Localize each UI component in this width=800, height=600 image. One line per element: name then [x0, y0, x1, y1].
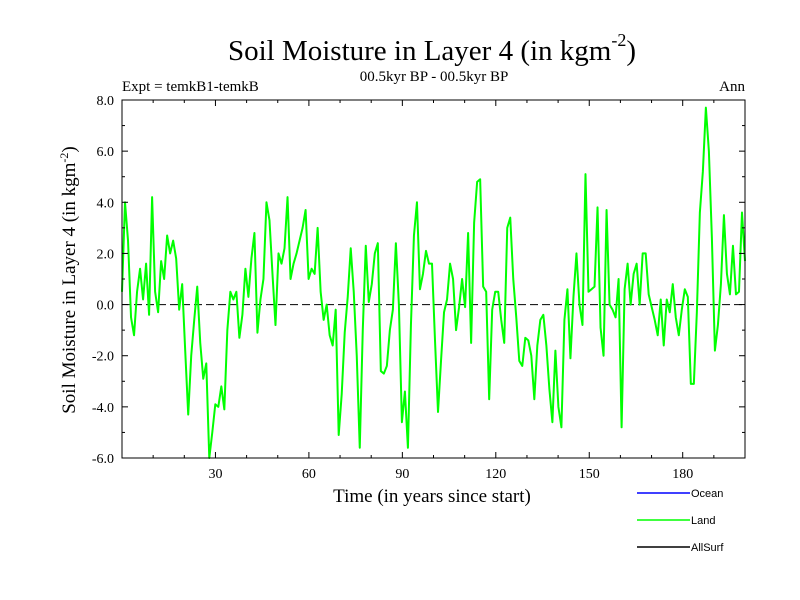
y-tick-label: 4.0	[97, 196, 115, 211]
x-tick-label: 180	[672, 467, 693, 482]
y-tick-label: 8.0	[97, 94, 115, 109]
x-axis-label: Time (in years since start)	[333, 486, 531, 507]
y-tick-label: 2.0	[97, 247, 115, 262]
chart-title-suffix: )	[626, 35, 636, 67]
y-tick-label: -4.0	[92, 401, 114, 416]
chart-title-sup: -2	[611, 30, 626, 50]
x-tick-label: 120	[485, 467, 506, 482]
season-label: Ann	[719, 79, 745, 95]
x-tick-label: 30	[208, 467, 222, 482]
y-tick-label: -2.0	[92, 350, 114, 365]
x-tick-label: 90	[395, 467, 409, 482]
legend-label-allsurf: AllSurf	[691, 542, 724, 554]
chart-title: Soil Moisture in Layer 4 (in kgm-2)	[228, 30, 636, 67]
legend-label-land: Land	[691, 515, 715, 527]
y-ticks-layer: -6.0 -4.0 -2.0 0.0 2.0 4.0 6.0 8.0	[92, 94, 745, 467]
y-tick-label: -6.0	[92, 452, 114, 467]
experiment-label: Expt = temkB1-temkB	[122, 79, 259, 95]
x-ticks-layer: 30 60 90 120 150 180	[152, 100, 715, 482]
y-axis-label-main: Soil Moisture in Layer 4 (in kgm	[59, 162, 80, 413]
series-line-land	[121, 106, 746, 459]
chart-title-main: Soil Moisture in Layer 4 (in kgm	[228, 35, 612, 67]
y-axis-label-sup: -2	[57, 153, 71, 163]
legend-label-ocean: Ocean	[691, 488, 723, 500]
y-tick-label: 0.0	[97, 299, 115, 314]
legend: Ocean Land AllSurf	[637, 488, 724, 554]
y-axis-label: Soil Moisture in Layer 4 (in kgm-2)	[57, 146, 80, 414]
chart-subtitle: 00.5kyr BP - 00.5kyr BP	[360, 69, 509, 85]
x-tick-label: 60	[302, 467, 316, 482]
y-axis-label-suffix: )	[59, 146, 80, 152]
series-layer	[121, 106, 746, 459]
x-tick-label: 150	[579, 467, 600, 482]
y-tick-label: 6.0	[97, 145, 115, 160]
